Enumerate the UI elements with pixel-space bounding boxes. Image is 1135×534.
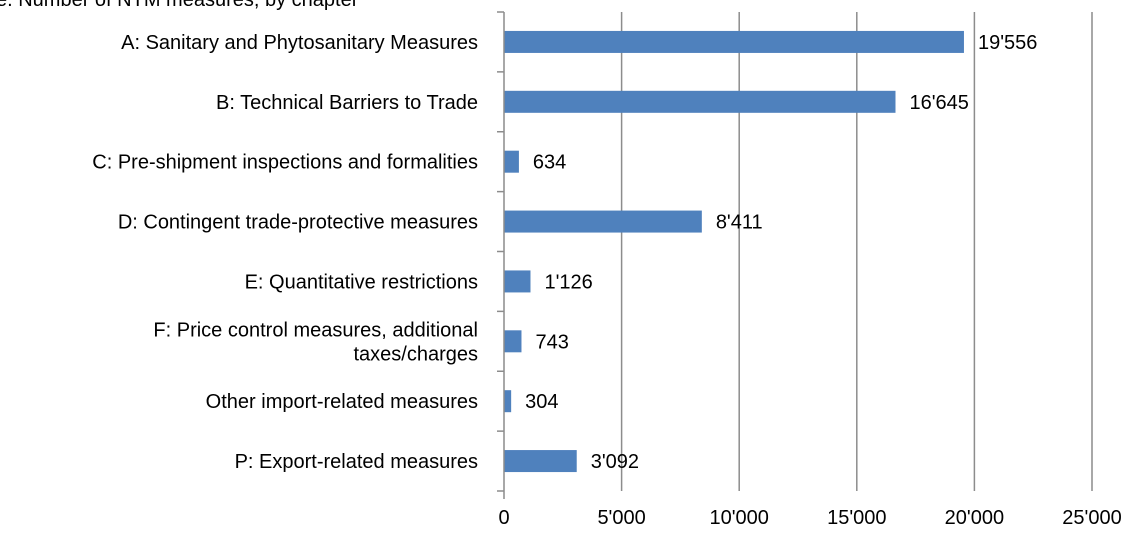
data-label: 3'092 (591, 451, 639, 473)
bar (504, 450, 577, 473)
category-label: A: Sanitary and Phytosanitary Measures (121, 32, 478, 54)
bar (504, 30, 964, 53)
category-label: C: Pre-shipment inspections and formalit… (92, 152, 478, 174)
category-label: B: Technical Barriers to Trade (216, 92, 478, 114)
x-tick-label: 15'000 (827, 507, 886, 529)
data-label: 743 (535, 331, 568, 353)
gridlines (620, 12, 1093, 491)
data-label: 634 (533, 152, 566, 174)
x-tick-label: 0 (498, 507, 509, 529)
category-label: P: Export-related measures (235, 451, 478, 473)
labels: 19'556 A: Sanitary and Phytosanitary Meas… (92, 32, 1121, 529)
bar (504, 330, 522, 353)
category-label: F: Price control measures, additional (153, 319, 478, 341)
bar (504, 210, 702, 233)
bar (504, 150, 519, 173)
data-label: 8'411 (716, 212, 763, 234)
category-label: taxes/charges (353, 343, 478, 365)
x-tick-label: 25'000 (1062, 507, 1121, 529)
bar (504, 270, 531, 293)
data-label: 1'126 (544, 271, 592, 293)
bar (504, 90, 896, 113)
data-label: 19'556 (978, 32, 1037, 54)
axes (497, 11, 505, 499)
chart-title: e. Number of NTM measures, by chapter (0, 0, 359, 11)
x-tick-label: 5'000 (597, 507, 645, 529)
data-label: 304 (525, 391, 558, 413)
x-tick-label: 10'000 (709, 507, 768, 529)
category-label: E: Quantitative restrictions (245, 271, 478, 293)
bar (504, 390, 512, 413)
category-label: Other import-related measures (206, 391, 478, 413)
data-label: 16'645 (909, 92, 968, 114)
category-label: D: Contingent trade-protective measures (118, 212, 478, 234)
bars (504, 30, 964, 473)
x-tick-label: 20'000 (945, 507, 1004, 529)
